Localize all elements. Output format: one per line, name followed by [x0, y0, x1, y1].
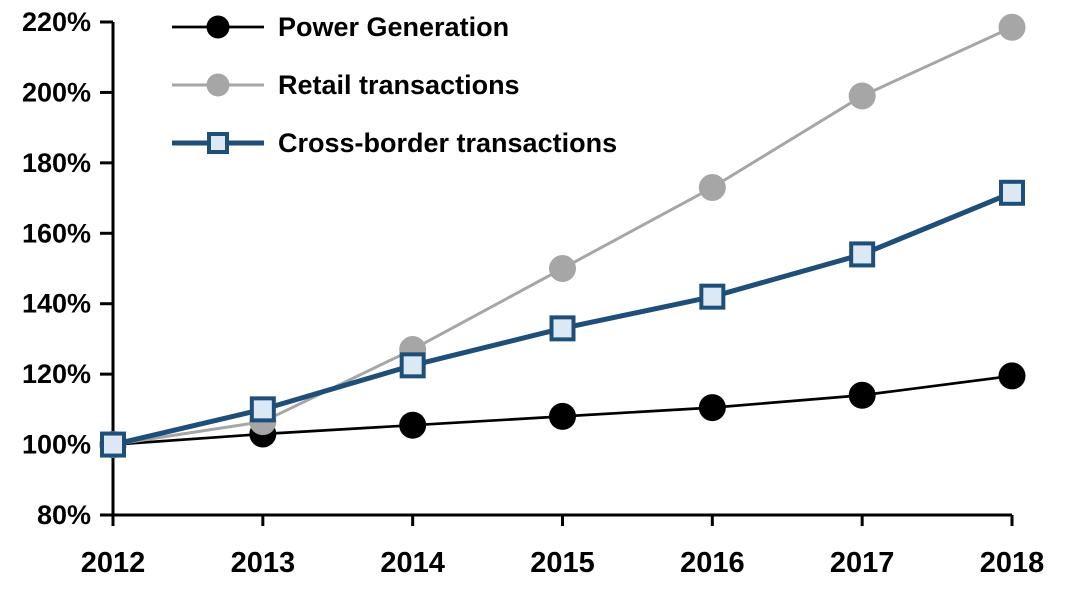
- legend: Power Generation Retail transactions Cro…: [170, 6, 617, 164]
- x-tick-label: 2017: [830, 547, 895, 579]
- y-tick-label: 160%: [22, 218, 91, 248]
- x-tick-label: 2015: [530, 547, 595, 579]
- data-point-marker[interactable]: [549, 255, 576, 282]
- legend-marker: [206, 73, 230, 97]
- data-point-marker[interactable]: [998, 362, 1026, 390]
- y-tick-label: 220%: [22, 7, 91, 37]
- legend-marker: [206, 15, 230, 39]
- data-point-marker[interactable]: [698, 394, 726, 422]
- power-generation-line-swatch-icon: [172, 15, 264, 39]
- y-tick-label: 120%: [22, 359, 91, 389]
- data-point-marker[interactable]: [399, 352, 426, 379]
- data-point-marker[interactable]: [549, 402, 576, 430]
- data-point-marker[interactable]: [399, 411, 427, 439]
- legend-label: Power Generation: [278, 11, 510, 42]
- y-tick-label: 180%: [22, 148, 91, 178]
- series-power-generation: [99, 362, 1026, 459]
- series-cross-border-transactions: [100, 179, 1025, 458]
- cross-border-transactions-line-swatch-icon: [172, 132, 264, 154]
- data-point-marker[interactable]: [999, 179, 1025, 206]
- legend-item-cross-border-transactions[interactable]: Cross-border transactions: [170, 122, 617, 164]
- data-point-marker[interactable]: [848, 82, 876, 110]
- y-tick-label: 200%: [22, 77, 91, 107]
- legend-item-retail-transactions[interactable]: Retail transactions: [170, 64, 617, 106]
- retail-transactions-line-swatch-icon: [172, 73, 264, 97]
- x-tick-label: 2014: [380, 547, 445, 579]
- data-point-marker[interactable]: [848, 381, 876, 409]
- x-tick-label: 2016: [680, 547, 745, 579]
- x-tick-label: 2013: [231, 547, 296, 579]
- data-point-marker[interactable]: [249, 396, 276, 423]
- data-point-marker[interactable]: [549, 315, 576, 342]
- data-point-marker[interactable]: [849, 241, 876, 268]
- data-point-marker[interactable]: [100, 431, 126, 458]
- data-point-marker[interactable]: [998, 13, 1026, 41]
- legend-item-power-generation[interactable]: Power Generation: [170, 6, 617, 48]
- legend-label: Cross-border transactions: [278, 127, 618, 158]
- y-tick-label: 80%: [37, 500, 91, 530]
- x-tick-label: 2012: [81, 547, 146, 579]
- x-tick-label: 2018: [980, 547, 1045, 579]
- data-point-marker[interactable]: [699, 283, 726, 310]
- legend-marker: [207, 132, 229, 154]
- legend-label: Retail transactions: [278, 69, 520, 100]
- y-tick-label: 140%: [22, 289, 91, 319]
- data-point-marker[interactable]: [698, 174, 726, 202]
- y-tick-label: 100%: [22, 430, 91, 460]
